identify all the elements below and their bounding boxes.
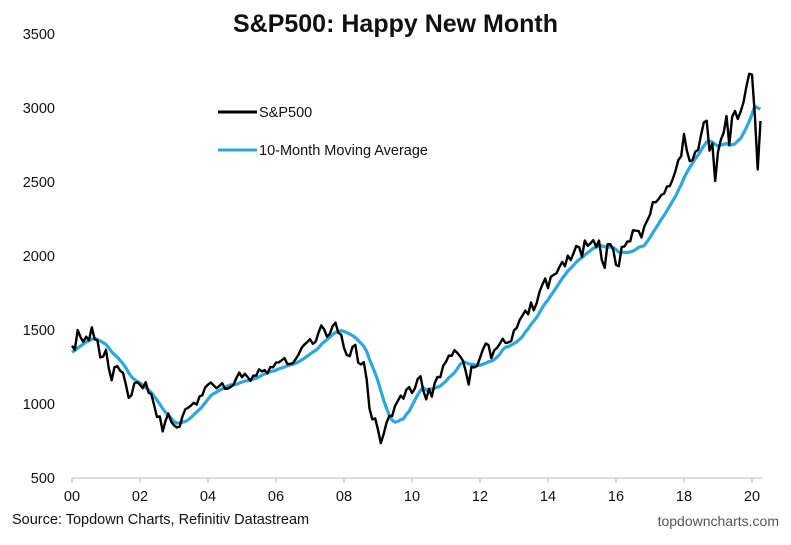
x-tick-label: 02	[132, 489, 148, 505]
y-tick-label: 3500	[23, 27, 55, 43]
x-tick-label: 20	[744, 489, 760, 505]
y-tick-label: 2000	[23, 249, 55, 265]
y-tick-label: 1500	[23, 323, 55, 339]
y-tick-label: 500	[31, 471, 55, 487]
x-tick-label: 14	[540, 489, 556, 505]
x-tick-label: 16	[608, 489, 624, 505]
series-line-moving-average	[71, 104, 762, 425]
x-tick-label: 08	[336, 489, 352, 505]
y-tick-label: 1000	[23, 397, 55, 413]
legend: S&P500 10-Month Moving Average	[218, 105, 428, 159]
y-axis: 3500 3000 2500 2000 1500 1000 500	[23, 27, 55, 487]
plot-area	[71, 72, 762, 445]
watermark: topdowncharts.com	[657, 513, 779, 529]
x-axis: 00 02 04 06 08 10 12 14 16 18 20	[64, 477, 763, 505]
y-tick-label: 2500	[23, 175, 55, 191]
legend-label-sp500: S&P500	[259, 105, 312, 121]
series-line-sp500	[71, 72, 762, 445]
x-tick-label: 04	[200, 489, 216, 505]
x-tick-label: 00	[64, 489, 80, 505]
x-tick-label: 18	[676, 489, 692, 505]
legend-label-ma: 10-Month Moving Average	[259, 143, 428, 159]
y-tick-label: 3000	[23, 101, 55, 117]
x-tick-label: 06	[268, 489, 284, 505]
source-note: Source: Topdown Charts, Refinitiv Datast…	[12, 512, 310, 528]
x-tick-label: 12	[472, 489, 488, 505]
chart-title: S&P500: Happy New Month	[232, 10, 559, 38]
x-tick-label: 10	[404, 489, 420, 505]
